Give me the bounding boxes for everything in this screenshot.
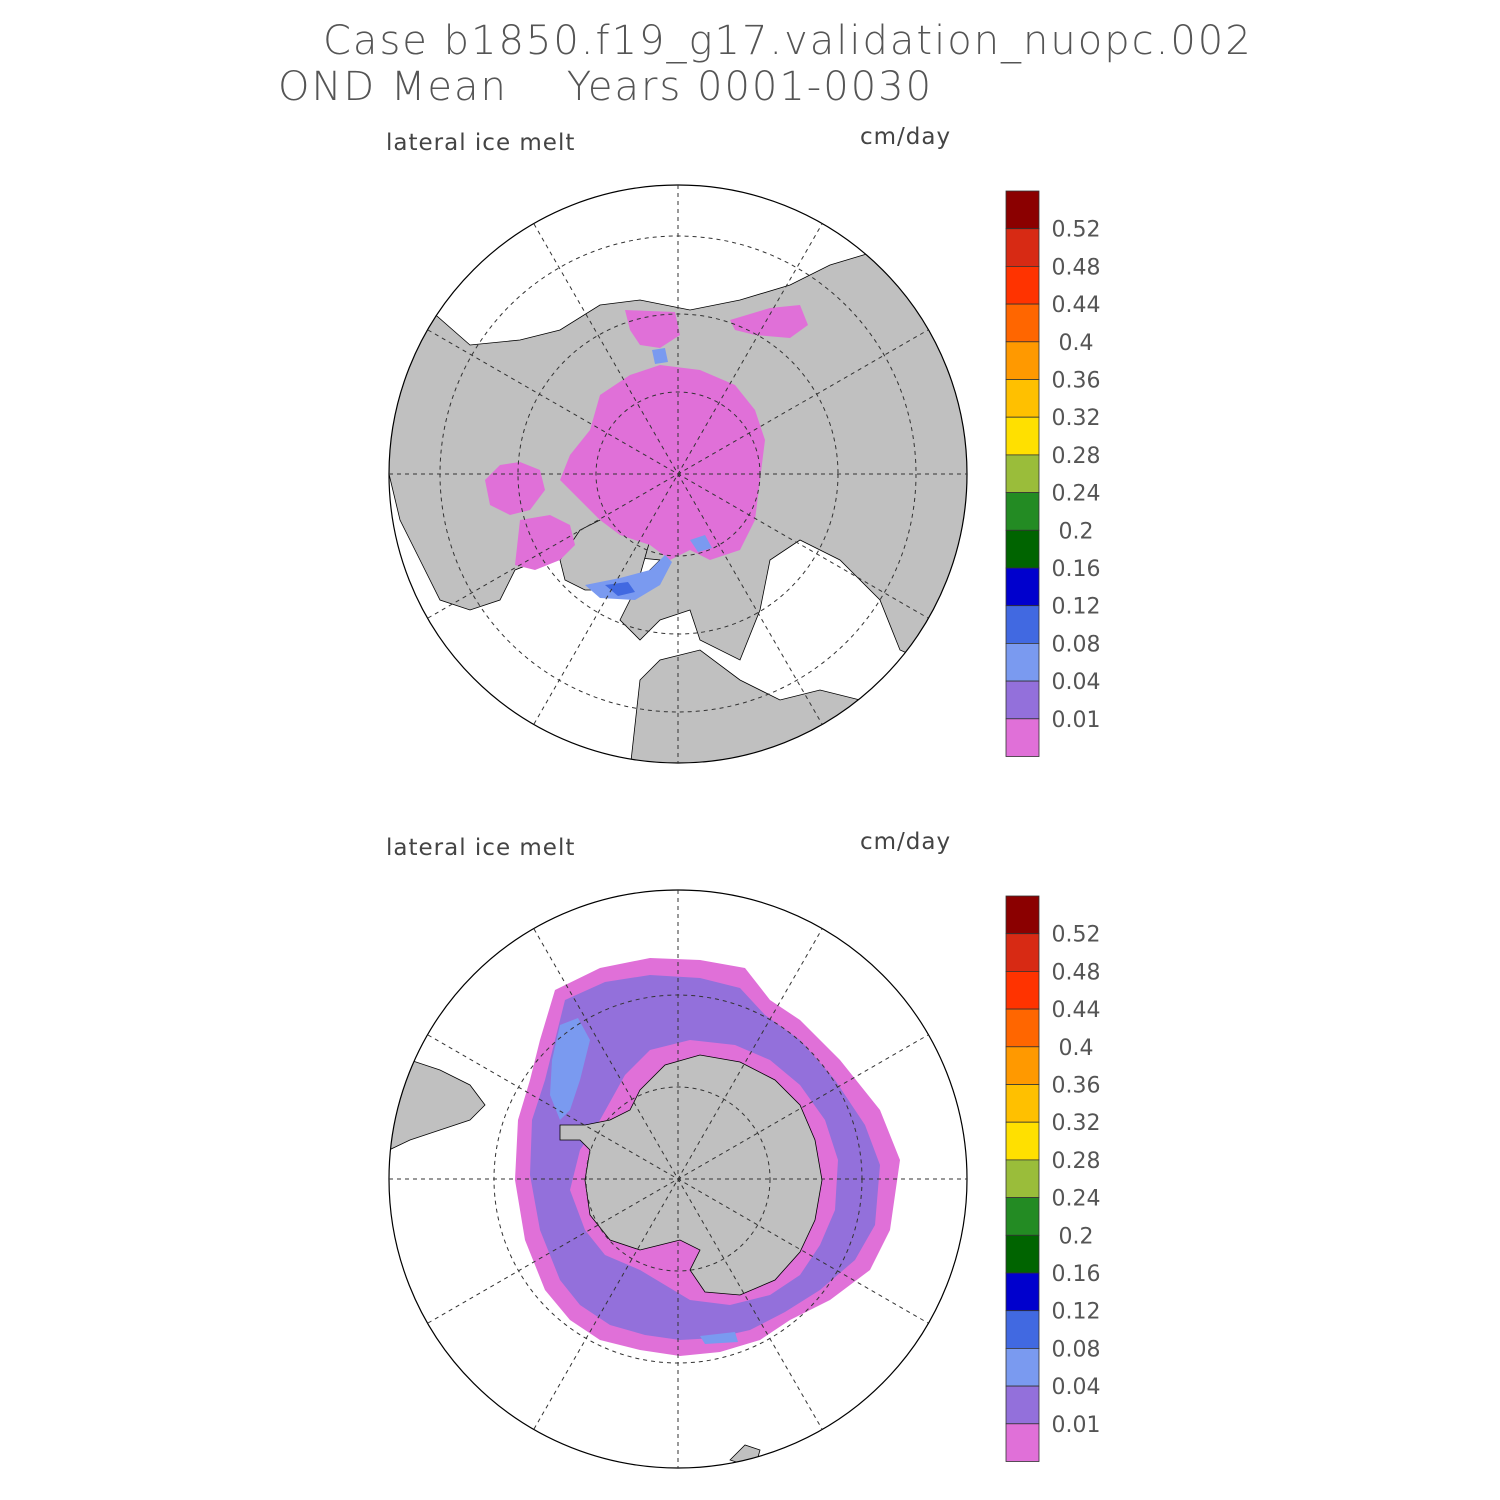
north-colorbar-label: 0.12 xyxy=(1052,595,1101,620)
north-colorbar-swatch xyxy=(1005,228,1040,267)
south-variable-label: lateral ice melt xyxy=(386,835,576,861)
south-colorbar-label: 0.24 xyxy=(1052,1187,1101,1212)
north-colorbar-swatch xyxy=(1005,265,1040,305)
north-graticule xyxy=(389,185,967,763)
south-colorbar-label: 0.01 xyxy=(1052,1413,1101,1438)
north-colorbar-swatch xyxy=(1005,718,1040,757)
south-polar-map xyxy=(388,889,968,1469)
north-ice-blue xyxy=(585,555,672,600)
plot-title-period: OND Mean Years 0001-0030 xyxy=(278,64,934,110)
south-colorbar-swatch xyxy=(1005,1121,1040,1161)
north-colorbar-swatch xyxy=(1005,341,1040,380)
south-colorbar-swatch xyxy=(1005,971,1040,1010)
hudson-bay-ice xyxy=(485,462,545,515)
south-colorbar-swatch xyxy=(1005,1234,1040,1274)
north-ice-blue-small xyxy=(690,535,712,552)
south-colorbar-label: 0.16 xyxy=(1052,1262,1101,1287)
north-colorbar-label: 0.2 xyxy=(1059,519,1094,544)
south-colorbar-label: 0.32 xyxy=(1052,1111,1101,1136)
north-units-label: cm/day xyxy=(860,124,952,150)
south-units-label: cm/day xyxy=(860,829,952,855)
okhotsk-ice xyxy=(730,305,808,338)
africa-tip xyxy=(729,1444,761,1468)
north-colorbar-label: 0.52 xyxy=(1052,218,1101,243)
south-colorbar-swatch xyxy=(1005,1348,1040,1387)
south-colorbar-swatch xyxy=(1005,1159,1040,1199)
south-colorbar-label: 0.36 xyxy=(1052,1074,1101,1099)
north-colorbar-label: 0.28 xyxy=(1052,444,1101,469)
north-colorbar-swatch xyxy=(1005,567,1040,607)
north-polar-map xyxy=(388,184,968,764)
south-colorbar-swatch xyxy=(1005,1046,1040,1085)
north-colorbar-label: 0.44 xyxy=(1052,293,1101,318)
south-colorbar-swatch xyxy=(1005,1385,1040,1425)
south-colorbar-label: 0.08 xyxy=(1052,1337,1101,1362)
north-colorbar-label: 0.04 xyxy=(1052,670,1101,695)
north-colorbar-swatch xyxy=(1005,680,1040,720)
south-colorbar-swatch xyxy=(1005,1272,1040,1312)
north-colorbar-swatch xyxy=(1005,379,1040,418)
north-variable-label: lateral ice melt xyxy=(386,130,576,156)
north-colorbar: 0.52 0.48 0.44 0.4 0.36 0.32 0.28 0.24 0.2 0.16 0.… xyxy=(1005,190,1101,757)
north-ice-pink xyxy=(560,365,765,560)
south-america-land xyxy=(389,1059,486,1151)
south-colorbar-swatch xyxy=(1005,1008,1040,1048)
north-colorbar-swatch xyxy=(1005,190,1040,230)
north-colorbar-swatch xyxy=(1005,303,1040,343)
south-colorbar-swatch xyxy=(1005,895,1040,935)
south-colorbar-label: 0.4 xyxy=(1059,1036,1094,1061)
north-colorbar-label: 0.32 xyxy=(1052,406,1101,431)
south-colorbar: 0.52 0.48 0.44 0.4 0.36 0.32 0.28 0.24 0.2 0.16 0.… xyxy=(1005,895,1101,1462)
north-colorbar-label: 0.16 xyxy=(1052,557,1101,582)
south-colorbar-label: 0.2 xyxy=(1059,1224,1094,1249)
north-colorbar-swatch xyxy=(1005,643,1040,682)
south-colorbar-label: 0.52 xyxy=(1052,923,1101,948)
north-colorbar-label: 0.48 xyxy=(1052,255,1101,280)
south-colorbar-swatch xyxy=(1005,1423,1040,1462)
south-colorbar-label: 0.44 xyxy=(1052,998,1101,1023)
north-colorbar-label: 0.36 xyxy=(1052,369,1101,394)
north-colorbar-label: 0.08 xyxy=(1052,632,1101,657)
plot-title-case: Case b1850.f19_g17.validation_nuopc.002 xyxy=(323,18,1253,64)
south-colorbar-swatch xyxy=(1005,933,1040,972)
north-colorbar-label: 0.01 xyxy=(1052,708,1101,733)
north-ice-dblue xyxy=(605,582,635,596)
south-colorbar-swatch xyxy=(1005,1197,1040,1236)
antarctica-land xyxy=(559,1054,823,1296)
south-ice-blue-small xyxy=(700,1332,738,1344)
north-ice-blue-bering xyxy=(652,348,668,364)
north-colorbar-swatch xyxy=(1005,529,1040,569)
north-land-europe xyxy=(629,649,967,763)
bering-ice xyxy=(625,310,680,348)
south-colorbar-label: 0.12 xyxy=(1052,1300,1101,1325)
south-colorbar-swatch xyxy=(1005,1084,1040,1123)
south-ice-blue-patch xyxy=(550,1018,590,1120)
north-colorbar-label: 0.4 xyxy=(1059,331,1094,356)
south-colorbar-swatch xyxy=(1005,1310,1040,1349)
north-colorbar-label: 0.24 xyxy=(1052,482,1101,507)
baffin-ice xyxy=(515,515,575,570)
north-colorbar-swatch xyxy=(1005,454,1040,493)
north-colorbar-swatch xyxy=(1005,492,1040,531)
south-colorbar-label: 0.48 xyxy=(1052,960,1101,985)
south-colorbar-label: 0.04 xyxy=(1052,1375,1101,1400)
north-colorbar-swatch xyxy=(1005,605,1040,644)
south-colorbar-label: 0.28 xyxy=(1052,1149,1101,1174)
south-graticule xyxy=(389,890,967,1468)
north-colorbar-swatch xyxy=(1005,416,1040,456)
